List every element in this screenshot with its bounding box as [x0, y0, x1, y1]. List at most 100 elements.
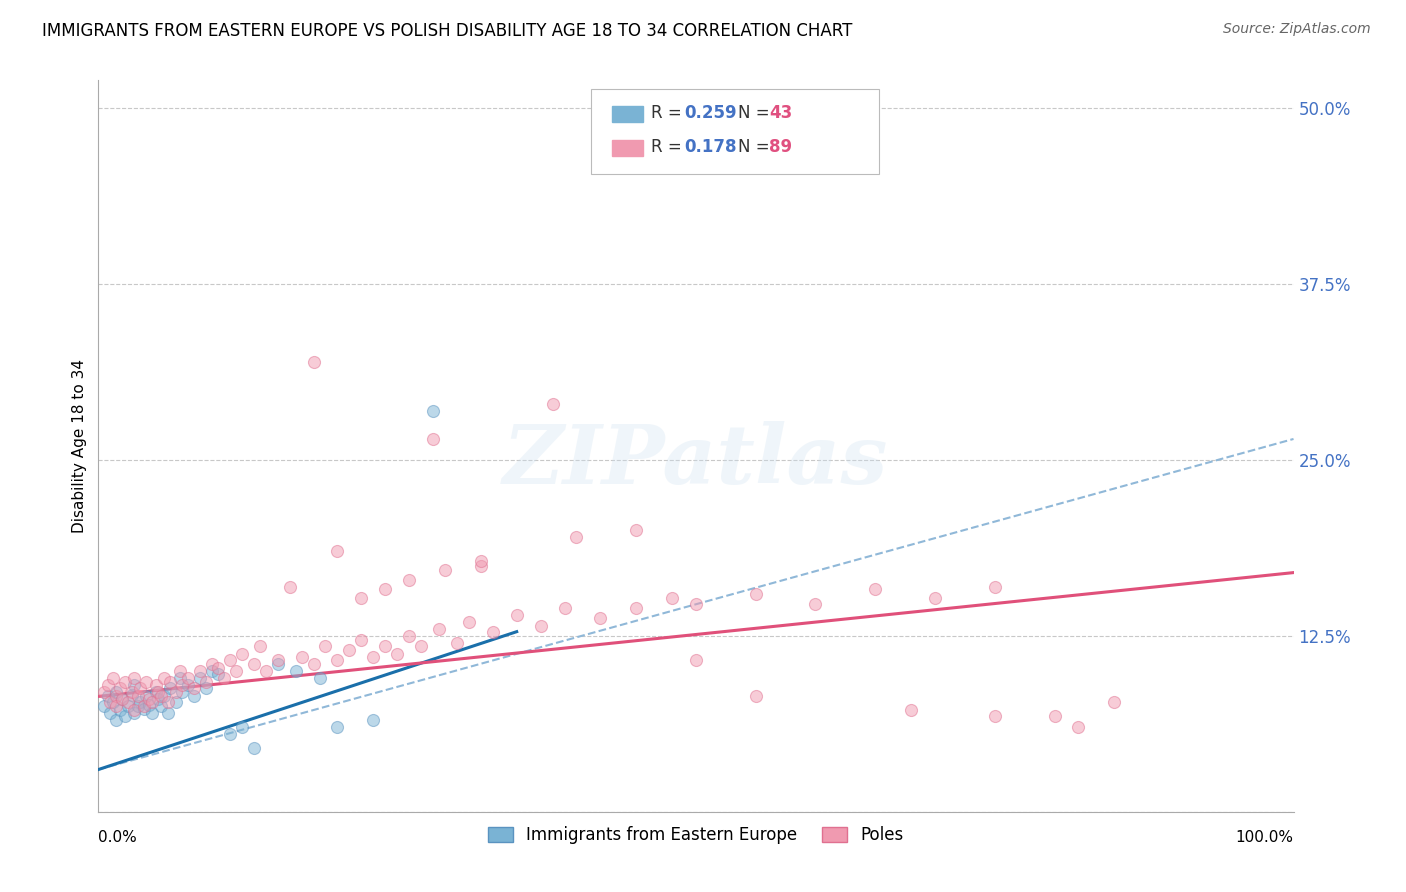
Point	[278, 580, 301, 594]
Point	[225, 664, 247, 678]
Point	[124, 706, 146, 721]
Point	[169, 664, 191, 678]
Point	[626, 524, 648, 538]
Point	[745, 587, 768, 601]
Point	[243, 657, 266, 671]
Point	[101, 671, 124, 685]
Point	[249, 639, 271, 653]
Point	[135, 675, 157, 690]
Point	[267, 653, 290, 667]
Point	[124, 671, 146, 685]
Point	[111, 692, 134, 706]
Point	[156, 706, 179, 721]
Point	[195, 681, 218, 695]
Point	[183, 690, 205, 704]
Point	[149, 699, 172, 714]
Point	[172, 685, 194, 699]
Point	[900, 703, 922, 717]
Point	[124, 678, 146, 692]
Point	[685, 653, 707, 667]
Point	[291, 650, 314, 665]
Point	[554, 600, 576, 615]
Point	[121, 685, 143, 699]
Point	[165, 685, 187, 699]
Point	[984, 709, 1007, 723]
Point	[374, 639, 396, 653]
Point	[105, 714, 128, 728]
Point	[411, 639, 433, 653]
Point	[231, 720, 253, 734]
Point	[117, 695, 139, 709]
Point	[350, 591, 373, 605]
Point	[195, 675, 218, 690]
Point	[302, 354, 325, 368]
Point	[135, 690, 157, 704]
Point	[105, 690, 128, 704]
Point	[745, 690, 768, 704]
Text: R =: R =	[651, 104, 688, 122]
Point	[145, 678, 167, 692]
Point	[326, 544, 349, 558]
Point	[127, 699, 149, 714]
Point	[207, 661, 229, 675]
Point	[98, 695, 122, 709]
Point	[93, 685, 115, 699]
Point	[924, 591, 946, 605]
Point	[138, 698, 160, 712]
Point	[93, 699, 115, 714]
Point	[153, 690, 176, 704]
Point	[129, 695, 152, 709]
Text: 0.0%: 0.0%	[98, 830, 138, 845]
Point	[111, 692, 134, 706]
Text: 0.259: 0.259	[685, 104, 737, 122]
Text: 100.0%: 100.0%	[1236, 830, 1294, 845]
Point	[105, 685, 128, 699]
Point	[565, 530, 588, 544]
Text: 89: 89	[769, 138, 792, 156]
Text: ZIPatlas: ZIPatlas	[503, 421, 889, 500]
Text: R =: R =	[651, 138, 688, 156]
Point	[121, 688, 143, 702]
Point	[506, 607, 529, 622]
Text: N =: N =	[738, 138, 775, 156]
Point	[105, 699, 128, 714]
Point	[1067, 720, 1090, 734]
Point	[108, 703, 131, 717]
Point	[159, 675, 181, 690]
Point	[108, 681, 131, 695]
Point	[165, 695, 187, 709]
Point	[201, 664, 224, 678]
Point	[132, 702, 155, 716]
Point	[422, 404, 444, 418]
Point	[308, 671, 330, 685]
Point	[188, 664, 211, 678]
Point	[188, 671, 211, 685]
Point	[661, 591, 683, 605]
Point	[98, 706, 122, 721]
Point	[101, 695, 124, 709]
Point	[148, 692, 170, 706]
Point	[243, 741, 266, 756]
Point	[326, 720, 349, 734]
Point	[127, 690, 149, 704]
Point	[172, 678, 194, 692]
Point	[315, 639, 337, 653]
Point	[804, 597, 827, 611]
Point	[212, 671, 235, 685]
Point	[159, 681, 181, 695]
Point	[177, 678, 200, 692]
Point	[153, 671, 176, 685]
Point	[470, 558, 492, 573]
Text: Source: ZipAtlas.com: Source: ZipAtlas.com	[1223, 22, 1371, 37]
Y-axis label: Disability Age 18 to 34: Disability Age 18 to 34	[72, 359, 87, 533]
Point	[374, 582, 396, 597]
Point	[302, 657, 325, 671]
Point	[114, 709, 136, 723]
Point	[145, 685, 167, 699]
Text: N =: N =	[738, 104, 775, 122]
Point	[427, 622, 450, 636]
Point	[132, 699, 155, 714]
Point	[458, 615, 481, 629]
Point	[326, 653, 349, 667]
Point	[470, 554, 492, 568]
